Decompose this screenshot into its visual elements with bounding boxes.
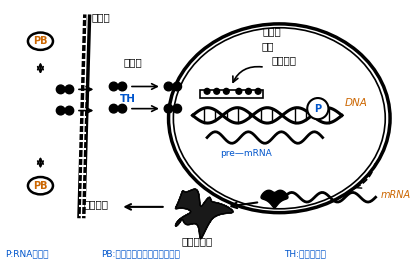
Circle shape xyxy=(173,104,182,113)
Circle shape xyxy=(255,89,261,94)
Polygon shape xyxy=(176,189,233,239)
Circle shape xyxy=(164,82,173,91)
Text: 功能蛋白质: 功能蛋白质 xyxy=(182,236,213,246)
Circle shape xyxy=(65,106,74,115)
Circle shape xyxy=(307,98,328,119)
Text: mRNA: mRNA xyxy=(380,190,411,200)
Circle shape xyxy=(65,85,74,94)
Text: 其它: 其它 xyxy=(261,41,274,51)
Circle shape xyxy=(164,104,173,113)
Circle shape xyxy=(214,89,220,94)
Circle shape xyxy=(246,89,252,94)
Text: 细胞质: 细胞质 xyxy=(123,58,142,68)
Text: PB:甲状腺激素的血浆运输蛋白: PB:甲状腺激素的血浆运输蛋白 xyxy=(101,249,180,258)
Text: pre—mRNA: pre—mRNA xyxy=(220,149,271,158)
Text: 细胞核: 细胞核 xyxy=(262,26,281,36)
Text: P: P xyxy=(314,104,321,114)
Text: 细胞膜: 细胞膜 xyxy=(92,12,111,22)
Text: PB: PB xyxy=(33,181,47,191)
Text: TH: TH xyxy=(120,94,136,104)
Circle shape xyxy=(236,89,242,94)
Circle shape xyxy=(109,104,118,113)
Circle shape xyxy=(223,89,229,94)
Text: TH:甲状腺激素: TH:甲状腺激素 xyxy=(284,249,326,258)
Text: DNA: DNA xyxy=(345,98,368,108)
Ellipse shape xyxy=(28,177,53,194)
Circle shape xyxy=(118,104,127,113)
Circle shape xyxy=(204,89,210,94)
Circle shape xyxy=(56,85,65,94)
Ellipse shape xyxy=(28,33,53,50)
Text: 转录因子: 转录因子 xyxy=(272,55,297,65)
Polygon shape xyxy=(261,190,288,208)
Circle shape xyxy=(109,82,118,91)
Text: 生物效应: 生物效应 xyxy=(84,199,109,209)
Text: PB: PB xyxy=(33,36,47,46)
Circle shape xyxy=(56,106,65,115)
Text: P:RNA聚合酶: P:RNA聚合酶 xyxy=(5,249,48,258)
Circle shape xyxy=(118,82,127,91)
Circle shape xyxy=(173,82,182,91)
FancyBboxPatch shape xyxy=(200,90,263,98)
